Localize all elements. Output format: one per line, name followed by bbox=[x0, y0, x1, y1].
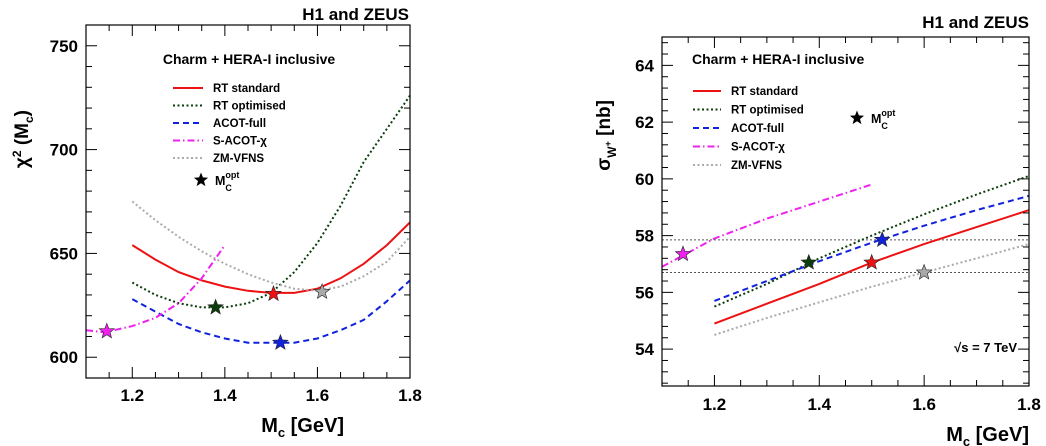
legend-label-5: ZM-VFNS bbox=[731, 160, 782, 172]
legend-label-1: RT standard bbox=[213, 83, 280, 95]
x-tick-label: 1.8 bbox=[1017, 395, 1041, 414]
y-tick-label: 58 bbox=[635, 227, 654, 246]
optimum-star-1 bbox=[863, 253, 881, 270]
x-tick-label: 1.6 bbox=[912, 395, 936, 414]
legend-label-4: S-ACOT-χ bbox=[731, 142, 785, 154]
optimum-star-1 bbox=[264, 285, 282, 302]
series-line-2 bbox=[714, 175, 1029, 308]
optimum-star-2 bbox=[800, 253, 818, 270]
y-tick-label: 64 bbox=[635, 56, 654, 75]
x-tick-label: 1.8 bbox=[398, 386, 422, 405]
x-tick-label: 1.4 bbox=[213, 386, 237, 405]
x-tick-label: 1.2 bbox=[703, 395, 727, 414]
chart-subtitle: Charm + HERA-I inclusive bbox=[163, 51, 336, 67]
y-tick-label: 750 bbox=[50, 37, 78, 56]
y-axis-label: χ2 (Mc) bbox=[10, 110, 36, 168]
y-tick-label: 56 bbox=[635, 283, 654, 302]
opt-legend-star bbox=[849, 110, 865, 125]
sqrt-s-annotation: √s = 7 TeV bbox=[954, 340, 1017, 355]
series-line-3 bbox=[714, 194, 1029, 302]
plot-area bbox=[86, 95, 410, 344]
opt-legend-star bbox=[193, 172, 209, 187]
y-tick-label: 60 bbox=[635, 170, 654, 189]
legend-label-4: S-ACOT-χ bbox=[213, 136, 267, 148]
legend-label-2: RT optimised bbox=[731, 105, 804, 117]
chart-subtitle: Charm + HERA-I inclusive bbox=[692, 51, 865, 67]
chart-panel-2: 1.2 1.4 1.6 1.8 54 56 58 60 62 64 H1 and ZEUS Charm… bbox=[594, 13, 1041, 446]
chart-title: H1 and ZEUS bbox=[302, 5, 409, 24]
series-line-4 bbox=[662, 183, 873, 268]
legend-label-2: RT optimised bbox=[213, 101, 286, 113]
y-tick-label: 650 bbox=[50, 244, 78, 263]
opt-legend-label: Mopt C bbox=[215, 170, 239, 193]
legend-label-3: ACOT-full bbox=[213, 118, 266, 130]
legend-label-3: ACOT-full bbox=[731, 123, 784, 135]
series-line-5 bbox=[714, 243, 1029, 336]
x-tick-label: 1.2 bbox=[120, 386, 144, 405]
plot-area bbox=[662, 175, 1029, 336]
x-tick-label: 1.6 bbox=[306, 386, 330, 405]
x-axis-label: Mc [GeV] bbox=[261, 415, 344, 440]
y-axis-label: σW+ [nb] bbox=[594, 100, 619, 171]
y-tick-label: 62 bbox=[635, 113, 654, 132]
optimum-star-5 bbox=[915, 263, 933, 280]
optimum-star-4 bbox=[98, 322, 116, 339]
y-tick-label: 700 bbox=[50, 141, 78, 160]
series-line-3 bbox=[131, 279, 410, 344]
x-axis-label: Mc [GeV] bbox=[946, 424, 1029, 446]
optimum-star-3 bbox=[272, 333, 289, 350]
y-tick-label: 54 bbox=[635, 340, 654, 359]
optimum-star-5 bbox=[313, 282, 331, 299]
chart-title: H1 and ZEUS bbox=[922, 13, 1029, 32]
series-line-1 bbox=[714, 209, 1029, 325]
series-line-2 bbox=[131, 95, 410, 309]
opt-legend-label: Mopt C bbox=[871, 108, 895, 131]
series-line-4 bbox=[86, 244, 226, 334]
chart-panel-1: 1.2 1.4 1.6 1.8 600 650 700 750 H1 and ZEUS Charm… bbox=[10, 5, 422, 440]
y-tick-label: 600 bbox=[50, 348, 78, 367]
legend-label-1: RT standard bbox=[731, 86, 798, 98]
optimum-star-4 bbox=[674, 245, 692, 262]
x-tick-label: 1.4 bbox=[807, 395, 831, 414]
series-line-5 bbox=[131, 200, 410, 292]
optimum-star-3 bbox=[873, 231, 891, 247]
series-line-1 bbox=[131, 221, 410, 294]
legend-label-5: ZM-VFNS bbox=[213, 153, 264, 165]
optimum-star-2 bbox=[207, 298, 224, 315]
